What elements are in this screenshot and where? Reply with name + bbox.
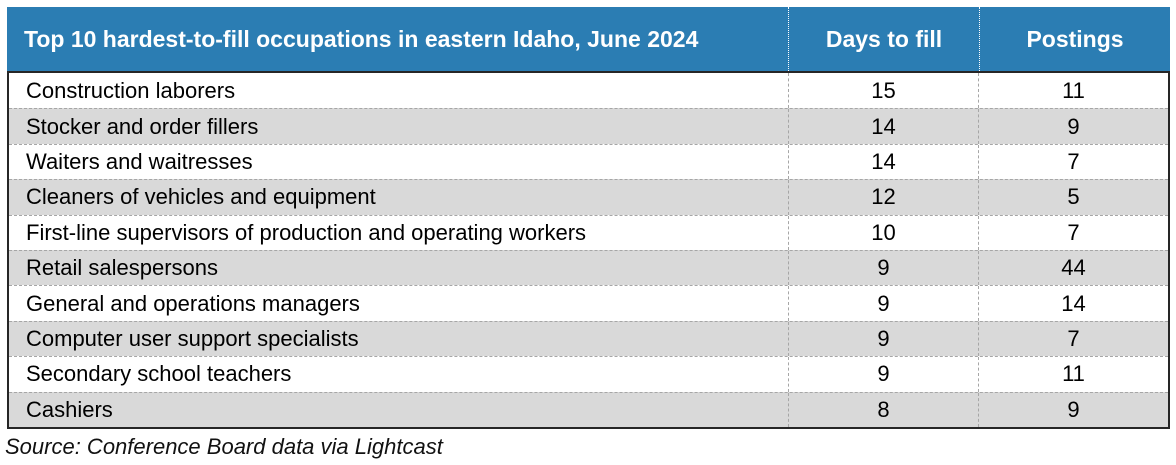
- postings-cell: 7: [978, 215, 1168, 250]
- table-row: Cashiers 8 9: [9, 391, 1168, 427]
- days-cell: 10: [788, 215, 978, 250]
- table-header: Top 10 hardest-to-fill occupations in ea…: [7, 7, 1170, 71]
- occupation-cell: Waiters and waitresses: [26, 148, 253, 174]
- occupation-cell: Cleaners of vehicles and equipment: [26, 184, 376, 210]
- postings-cell: 11: [978, 357, 1168, 392]
- days-cell: 9: [788, 357, 978, 392]
- table-row: Computer user support specialists 9 7: [9, 320, 1168, 357]
- days-cell: 14: [788, 109, 978, 144]
- occupation-cell: General and operations managers: [26, 290, 360, 316]
- table-row: Stocker and order fillers 14 9: [9, 108, 1168, 144]
- occupation-cell: First-line supervisors of production and…: [26, 219, 587, 245]
- table-body: Construction laborers 15 11 Stocker and …: [7, 71, 1170, 429]
- table-title: Top 10 hardest-to-fill occupations in ea…: [24, 25, 699, 52]
- postings-cell: 9: [978, 109, 1168, 144]
- postings-cell: 11: [978, 73, 1168, 109]
- postings-cell: 7: [978, 321, 1168, 357]
- occupation-cell: Construction laborers: [26, 77, 236, 103]
- days-cell: 9: [788, 250, 978, 286]
- occupations-table: Top 10 hardest-to-fill occupations in ea…: [7, 7, 1170, 429]
- postings-cell: 9: [978, 392, 1168, 427]
- table-row: General and operations managers 9 14: [9, 285, 1168, 321]
- table-row: First-line supervisors of production and…: [9, 214, 1168, 250]
- table-row: Construction laborers 15 11: [9, 73, 1168, 109]
- occupation-cell: Secondary school teachers: [26, 361, 292, 387]
- occupation-cell: Computer user support specialists: [26, 325, 359, 351]
- days-cell: 9: [788, 286, 978, 321]
- days-cell: 15: [788, 73, 978, 109]
- column-header-days-to-fill: Days to fill: [788, 7, 979, 71]
- postings-cell: 14: [978, 286, 1168, 321]
- occupation-cell: Cashiers: [26, 396, 113, 422]
- source-note: Source: Conference Board data via Lightc…: [5, 434, 443, 459]
- table-row: Waiters and waitresses 14 7: [9, 143, 1168, 180]
- table-row: Cleaners of vehicles and equipment 12 5: [9, 179, 1168, 215]
- days-cell: 14: [788, 144, 978, 180]
- occupation-cell: Retail salespersons: [26, 255, 218, 281]
- days-cell: 12: [788, 180, 978, 215]
- postings-cell: 5: [978, 180, 1168, 215]
- postings-cell: 7: [978, 144, 1168, 180]
- column-header-postings: Postings: [979, 7, 1170, 71]
- table-row: Secondary school teachers 9 11: [9, 356, 1168, 392]
- postings-cell: 44: [978, 250, 1168, 286]
- occupation-cell: Stocker and order fillers: [26, 113, 259, 139]
- days-cell: 8: [788, 392, 978, 427]
- table-row: Retail salespersons 9 44: [9, 249, 1168, 286]
- days-cell: 9: [788, 321, 978, 357]
